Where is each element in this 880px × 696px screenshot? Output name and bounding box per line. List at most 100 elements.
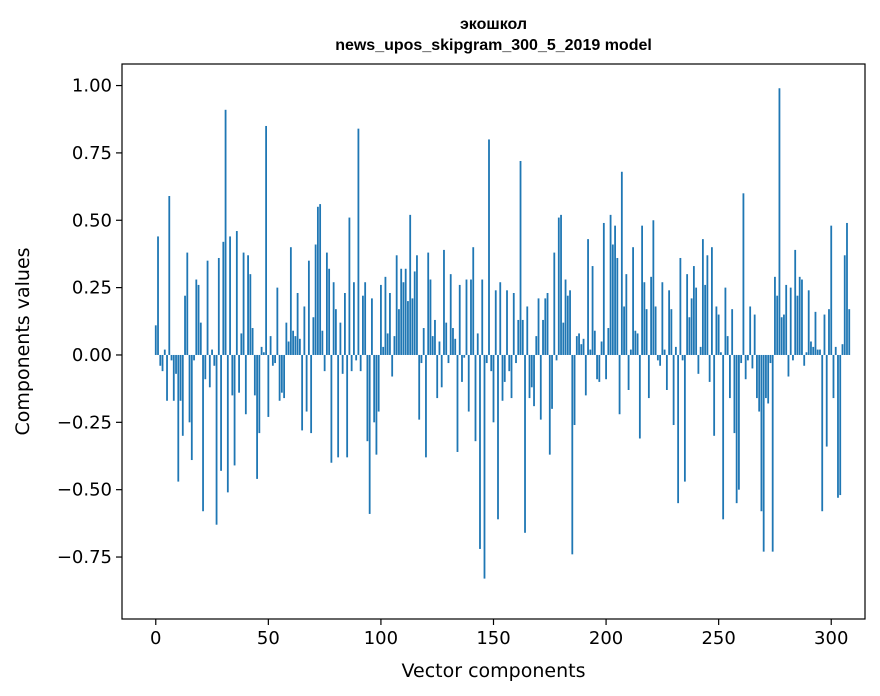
bar	[837, 354, 839, 498]
bar	[839, 354, 842, 496]
bar	[528, 354, 531, 399]
bar	[427, 252, 430, 355]
x-tick-label: 50	[257, 628, 280, 649]
bar	[722, 354, 725, 520]
bar	[184, 295, 186, 355]
bar	[654, 306, 657, 355]
bar	[328, 268, 331, 355]
bar	[537, 298, 540, 355]
bar	[371, 298, 373, 355]
bar	[825, 354, 828, 447]
bar	[443, 249, 445, 355]
y-tick-label: −0.50	[57, 480, 112, 501]
bar	[717, 314, 720, 355]
bar	[629, 349, 632, 355]
bar	[643, 282, 646, 355]
y-tick-label: 0.50	[72, 210, 112, 231]
bar	[217, 257, 220, 355]
bar	[499, 282, 502, 355]
bar	[262, 352, 265, 355]
bar	[175, 354, 177, 374]
bar	[783, 314, 785, 355]
bar	[458, 284, 461, 355]
bar	[301, 354, 304, 431]
bar	[438, 341, 441, 355]
bar	[674, 346, 677, 355]
bar	[494, 290, 497, 355]
bar	[463, 354, 466, 358]
bar	[602, 222, 605, 355]
bar	[539, 354, 542, 420]
bar	[483, 354, 486, 579]
y-axis-label: Components values	[12, 247, 34, 435]
bar	[760, 354, 763, 512]
bar	[452, 328, 454, 355]
bar	[841, 344, 844, 355]
bar	[481, 279, 484, 355]
bar	[843, 255, 846, 355]
bar	[294, 336, 297, 355]
bar	[652, 220, 655, 355]
bar	[542, 319, 544, 355]
bar	[670, 309, 673, 355]
bar	[593, 330, 596, 355]
bar	[792, 354, 794, 361]
bar	[713, 354, 716, 436]
bar	[420, 354, 423, 364]
bar	[193, 354, 195, 361]
bar	[623, 306, 625, 355]
bar	[251, 328, 254, 355]
bar	[474, 354, 477, 442]
bar	[681, 354, 684, 361]
bar	[735, 354, 738, 504]
bar	[314, 244, 317, 355]
bar	[238, 354, 240, 393]
bar	[708, 354, 711, 382]
bar	[679, 257, 682, 355]
bar	[659, 354, 662, 366]
bar	[625, 274, 628, 355]
bar	[380, 284, 382, 355]
bar	[303, 306, 306, 355]
bar	[425, 354, 427, 458]
bar	[780, 317, 783, 355]
bar	[319, 204, 322, 355]
bar	[346, 354, 349, 458]
bar	[519, 160, 522, 355]
plot-frame	[121, 63, 866, 620]
bar	[807, 290, 810, 355]
bar	[492, 354, 495, 423]
bar	[704, 284, 707, 355]
bar	[733, 354, 736, 434]
bar	[618, 354, 621, 415]
bar	[240, 333, 243, 355]
bar	[265, 125, 267, 355]
bar	[591, 266, 594, 355]
bar	[298, 338, 301, 355]
bar	[213, 354, 216, 366]
bar	[226, 354, 229, 493]
bar	[389, 293, 391, 355]
bar	[386, 333, 389, 355]
bar	[787, 354, 790, 377]
bar	[485, 354, 488, 364]
bar	[235, 231, 238, 355]
bar	[796, 295, 799, 355]
bar	[362, 295, 364, 355]
bar	[751, 354, 754, 369]
bar	[805, 352, 808, 355]
bar	[506, 290, 508, 355]
bar	[776, 295, 779, 355]
bar	[278, 354, 281, 401]
bar	[190, 354, 193, 461]
bar	[202, 354, 204, 512]
bar	[683, 354, 686, 482]
bar	[738, 354, 740, 490]
bar	[598, 354, 601, 382]
bar	[211, 349, 213, 355]
bar	[553, 252, 556, 355]
bar	[821, 354, 824, 512]
bar	[729, 354, 731, 399]
bar	[720, 352, 722, 355]
